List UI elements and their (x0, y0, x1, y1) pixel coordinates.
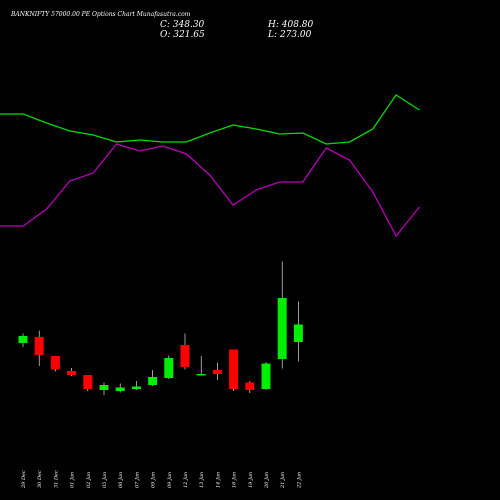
x-tick-label: 30 Dec (37, 470, 43, 488)
high-value: H: 408.80 (267, 20, 314, 30)
x-tick-label: 07 Jan (134, 472, 140, 488)
candle-body (83, 375, 93, 389)
candle-body (164, 358, 174, 378)
lower-band-line (0, 143, 420, 238)
candle-body (67, 371, 77, 375)
x-tick-label: 16 Jan (232, 472, 238, 488)
candle-body (148, 377, 158, 385)
x-tick-label: 09 Jan (151, 472, 157, 488)
candle-body (99, 385, 109, 390)
candle-body (34, 337, 44, 355)
close-value: C: 348.30 (160, 20, 205, 30)
x-tick-label: 14 Jan (215, 472, 221, 488)
x-tick-label: 31 Dec (53, 470, 59, 488)
chart-title: BANKNIFTY 57000.00 PE Options Chart Muna… (10, 11, 191, 18)
candle-body (196, 374, 206, 376)
x-tick-label: 19 Jan (248, 472, 254, 488)
candle-body (115, 387, 125, 391)
candle-body (261, 363, 271, 389)
candle-body (293, 324, 303, 342)
candle-body (277, 298, 287, 359)
x-tick-label: 13 Jan (199, 472, 205, 488)
x-tick-label: 09 Jan (167, 472, 173, 488)
x-tick-label: 01 Jan (70, 472, 76, 488)
x-tick-label: 21 Jan (280, 472, 286, 489)
candle-body (50, 356, 60, 370)
x-tick-label: 02 Jan (86, 472, 92, 488)
indicator-bands (0, 94, 420, 238)
open-value: O: 321.65 (160, 30, 205, 40)
x-tick-label: 06 Jan (118, 472, 124, 488)
x-tick-label: 12 Jan (183, 472, 189, 488)
candle-body (180, 345, 190, 367)
x-axis-labels: 29 Dec 30 Dec 31 Dec 01 Jan 02 Jan 05 Jan 06 J… (21, 470, 302, 489)
x-tick-label: 29 Dec (21, 470, 27, 489)
candle-body (212, 370, 222, 374)
low-value: L: 273.00 (267, 30, 312, 40)
candle-body (18, 336, 28, 343)
x-tick-label: 22 Jan (296, 472, 302, 489)
x-tick-label: 05 Jan (102, 472, 108, 488)
candle-body (229, 349, 239, 389)
x-tick-label: 20 Jan (264, 472, 270, 489)
candle-body (245, 382, 255, 390)
candlestick-series (18, 261, 303, 395)
candle-body (131, 386, 141, 389)
upper-band-line (0, 94, 420, 145)
